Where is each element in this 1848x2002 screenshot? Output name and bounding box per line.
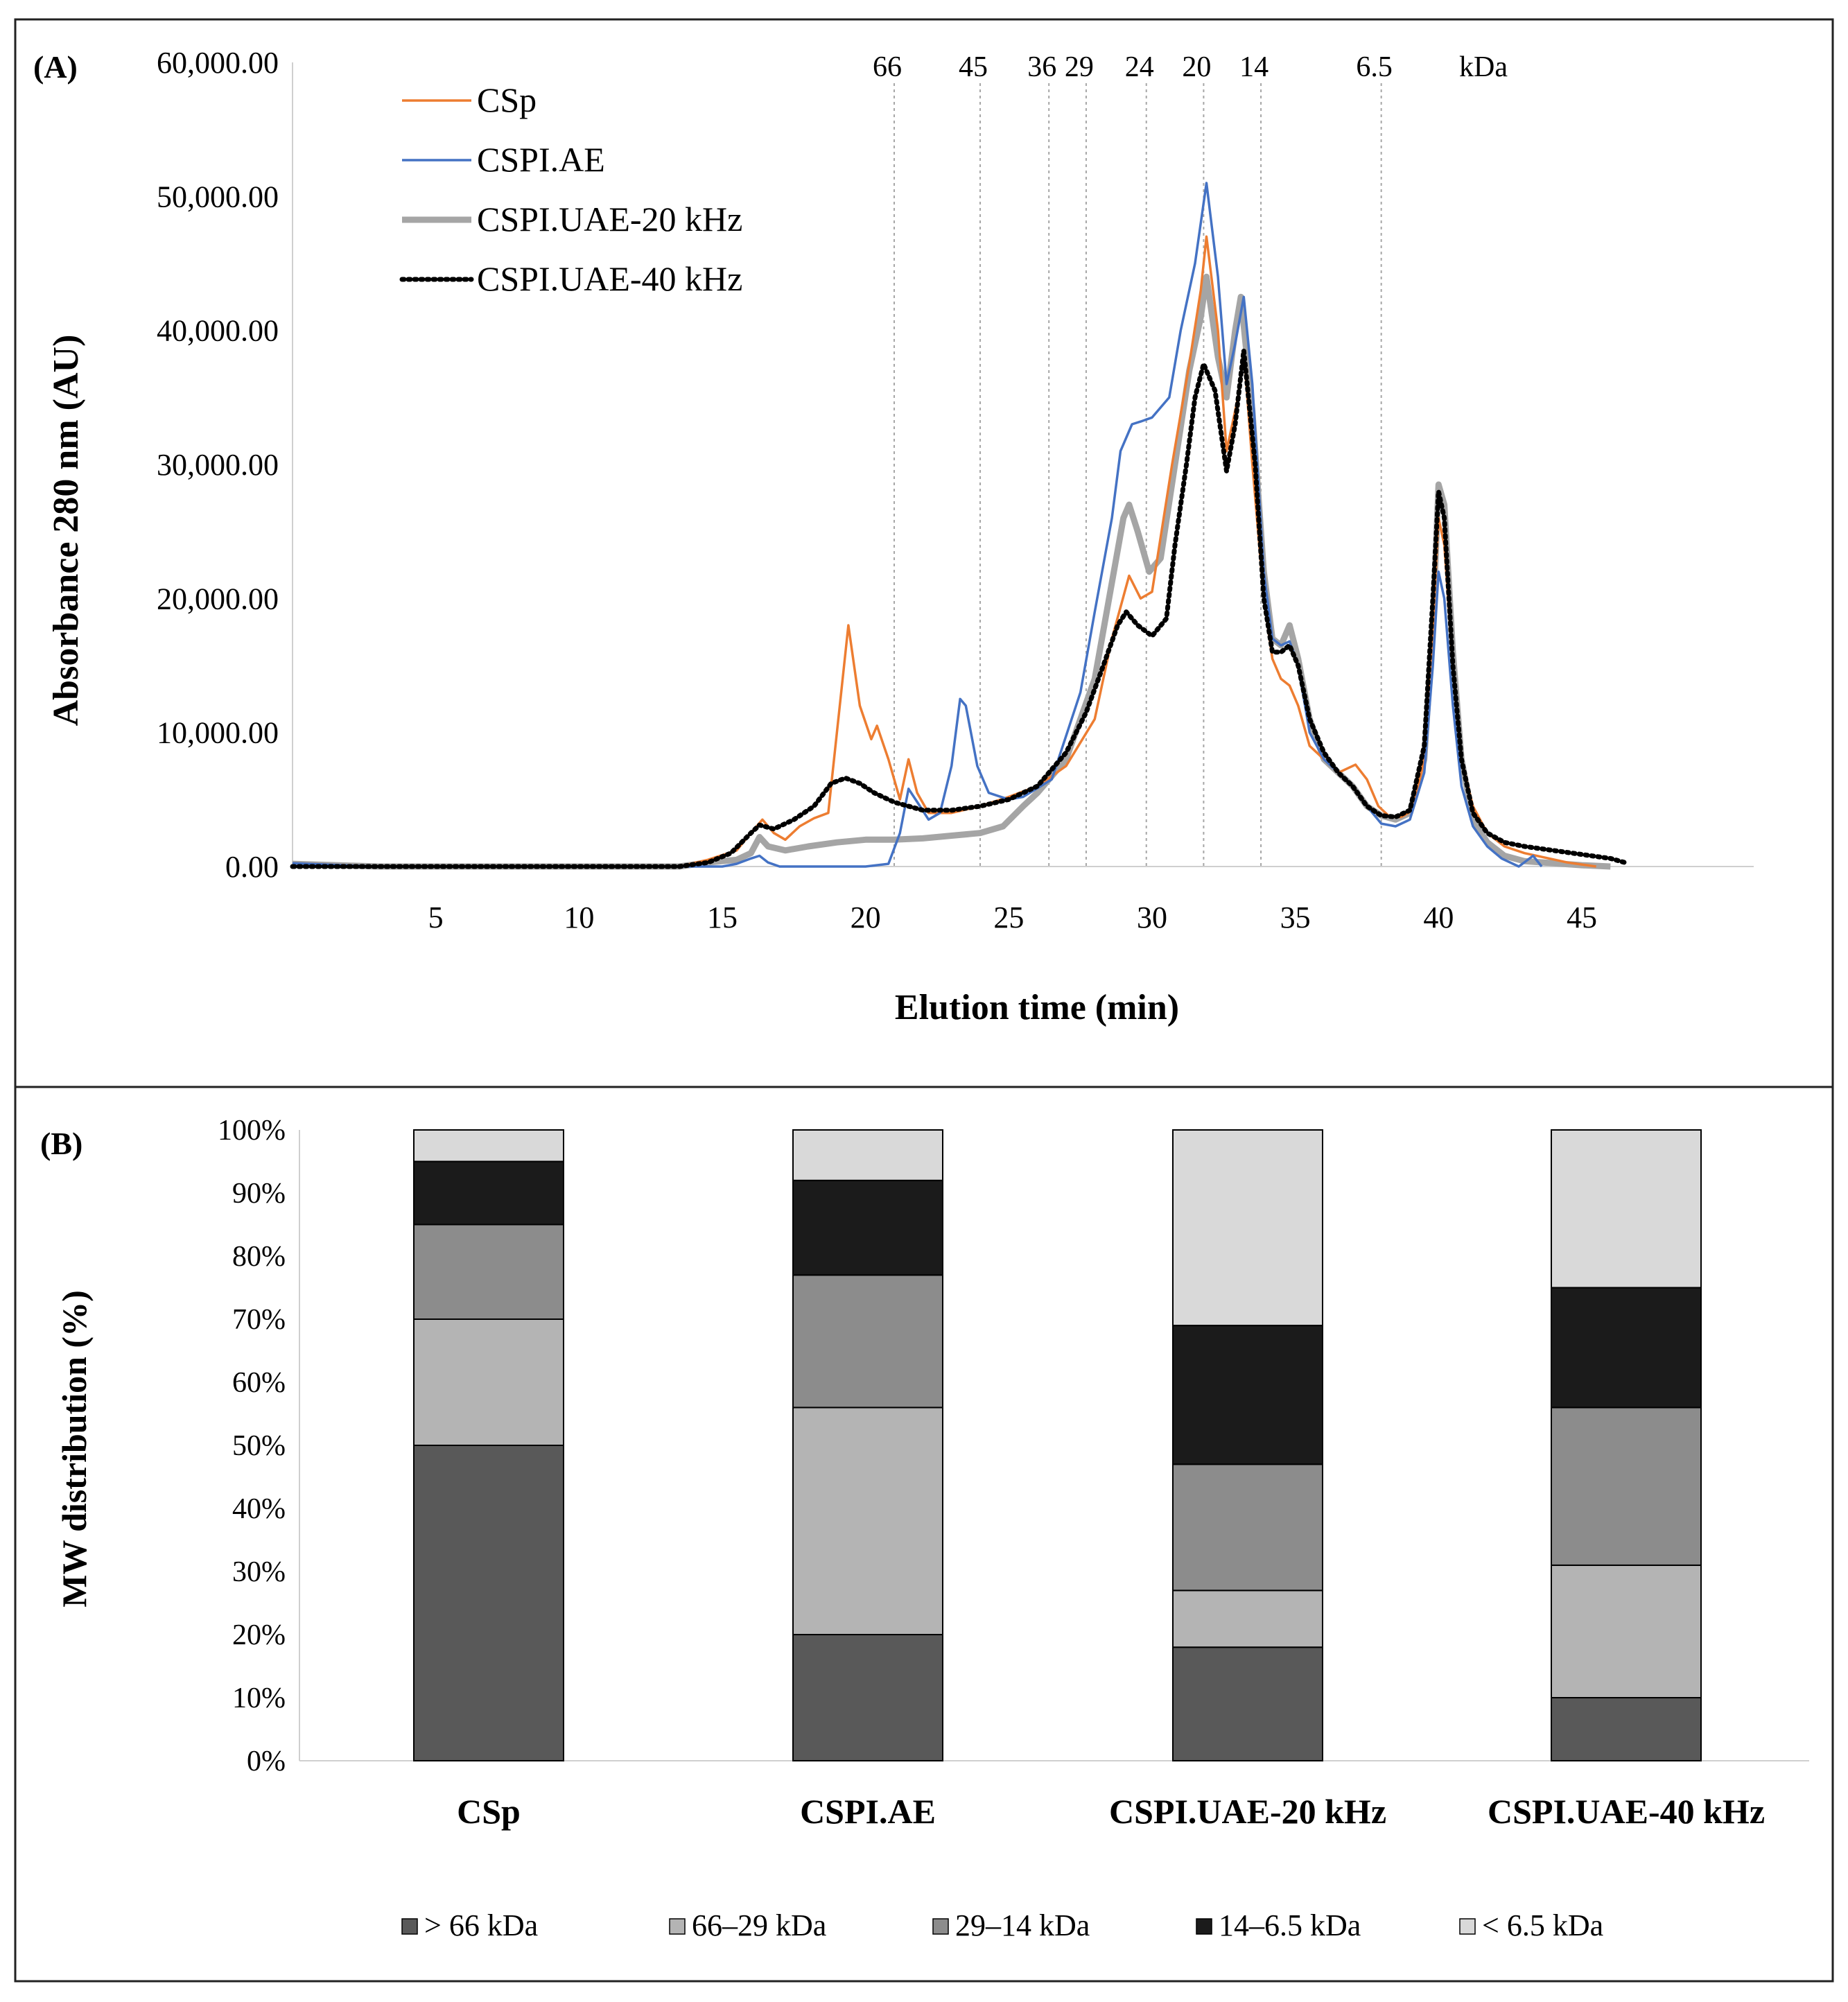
bar-segment — [1172, 1129, 1323, 1327]
panel-a-border — [14, 18, 1834, 1088]
legend-swatch — [401, 1918, 418, 1935]
bar-segment — [1551, 1407, 1702, 1566]
legend-swatch — [1459, 1918, 1476, 1935]
bar-segment — [1172, 1463, 1323, 1592]
panel-b-y-tick-label: 100% — [218, 1115, 286, 1147]
legend-label: < 6.5 kDa — [1482, 1908, 1603, 1942]
legend-label: > 66 kDa — [424, 1908, 538, 1942]
series-line-cspi-uae-40-khz — [290, 348, 1628, 869]
legend-label: 14–6.5 kDa — [1219, 1908, 1361, 1942]
panel-a-x-tick-label: 40 — [1423, 900, 1454, 934]
panel-b-border — [14, 1086, 1834, 1983]
panel-b-y-tick-label: 50% — [232, 1430, 286, 1462]
panel-b-label: (B) — [40, 1126, 82, 1161]
legend-label: 66–29 kDa — [692, 1908, 826, 1942]
mw-marker-label: 36 — [1027, 51, 1056, 83]
panel-a-x-tick-label: 20 — [851, 900, 881, 934]
bar-segment — [413, 1160, 564, 1226]
category-label: CSp — [457, 1792, 521, 1831]
legend-label: CSPI.UAE-20 kHz — [477, 200, 742, 238]
mw-marker-label: 45 — [959, 51, 988, 83]
mw-marker-label: 24 — [1125, 51, 1154, 83]
bar-segment — [792, 1274, 943, 1409]
category-label: CSPI.UAE-40 kHz — [1488, 1792, 1765, 1831]
bar-segment — [413, 1445, 564, 1761]
legend-swatch — [669, 1918, 686, 1935]
mw-marker-label: 66 — [873, 51, 902, 83]
bar-segment — [792, 1407, 943, 1636]
bar-segment — [792, 1634, 943, 1761]
panel-a-y-tick-label: 0.00 — [225, 850, 279, 884]
panel-b-y-tick-label: 60% — [232, 1367, 286, 1399]
panel-b-y-tick-label: 40% — [232, 1493, 286, 1525]
bar-segment — [1172, 1646, 1323, 1761]
bar-segment — [1551, 1697, 1702, 1761]
series-line-cspi-uae-20-khz — [292, 273, 1611, 870]
legend-label: CSp — [477, 80, 537, 119]
panel-b-y-tick-label: 0% — [247, 1746, 286, 1777]
panel-a-label: (A) — [33, 49, 78, 85]
panel-a-x-tick-label: 35 — [1280, 900, 1311, 934]
bar-segment — [1551, 1287, 1702, 1409]
legend-swatch — [932, 1918, 949, 1935]
panel-a-x-tick-label: 5 — [428, 900, 444, 934]
mw-marker-label: 29 — [1065, 51, 1094, 83]
panel-b-y-tick-label: 10% — [232, 1682, 286, 1714]
bar-segment — [413, 1224, 564, 1320]
panel-a-chart: 0.00 10,000.00 20,000.00 30,000.00 40,000.00… — [46, 46, 1754, 1027]
panel-a-x-tick-label: 10 — [564, 900, 594, 934]
series-line-csp — [292, 235, 1596, 868]
bar-segment — [792, 1129, 943, 1181]
legend-label: 29–14 kDa — [955, 1908, 1090, 1942]
category-label: CSPI.AE — [800, 1792, 936, 1831]
panel-b-y-tick-label: 90% — [232, 1178, 286, 1210]
bar-segment — [792, 1179, 943, 1276]
panel-a-y-tick-label: 50,000.00 — [157, 180, 279, 214]
panel-a-y-axis-title: Absorbance 280 nm (AU) — [46, 335, 86, 726]
panel-a-x-tick-label: 30 — [1137, 900, 1167, 934]
panel-a-y-tick-label: 30,000.00 — [157, 448, 279, 482]
panel-a-x-tick-label: 45 — [1567, 900, 1597, 934]
bar-segment — [1172, 1325, 1323, 1465]
panel-b-chart: 0% 10% 20% 30% 40% 50% 60% 70% 80% 90% 100% CSp CSP… — [55, 1115, 1809, 1942]
bar-segment — [1551, 1564, 1702, 1698]
legend-swatch — [1196, 1918, 1212, 1935]
panel-b-y-tick-label: 80% — [232, 1241, 286, 1273]
panel-a-x-tick-label: 25 — [993, 900, 1024, 934]
panel-a-x-tick-label: 15 — [707, 900, 738, 934]
bar-segment — [1551, 1129, 1702, 1289]
panel-a-y-tick-label: 40,000.00 — [157, 314, 279, 348]
panel-a-y-tick-label: 20,000.00 — [157, 582, 279, 616]
panel-a-x-axis-title: Elution time (min) — [895, 988, 1179, 1027]
panel-b-y-tick-label: 30% — [232, 1556, 286, 1588]
bar-segment — [1172, 1590, 1323, 1648]
panel-a-y-tick-label: 60,000.00 — [157, 46, 279, 80]
panel-b-y-tick-label: 70% — [232, 1304, 286, 1336]
bar-segment — [413, 1129, 564, 1163]
mw-marker-label: 20 — [1182, 51, 1211, 83]
bar-segment — [413, 1318, 564, 1446]
panel-a-y-tick-label: 10,000.00 — [157, 716, 279, 750]
mw-marker-label: 6.5 — [1356, 51, 1393, 83]
legend-label: CSPI.UAE-40 kHz — [477, 259, 742, 298]
mw-unit-label: kDa — [1459, 51, 1508, 83]
panel-b-y-axis-title: MW distribution (%) — [55, 1290, 94, 1607]
legend-label: CSPI.AE — [477, 140, 605, 179]
mw-marker-label: 14 — [1239, 51, 1269, 83]
category-label: CSPI.UAE-20 kHz — [1109, 1792, 1386, 1831]
panel-b-y-tick-label: 20% — [232, 1619, 286, 1651]
